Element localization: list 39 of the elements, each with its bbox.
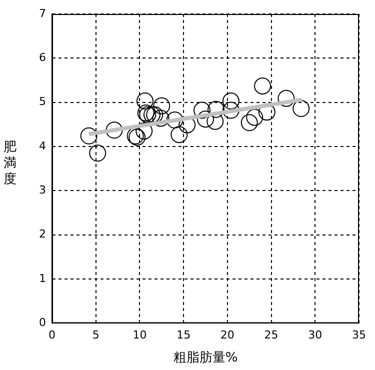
y-tick-label: 2: [39, 228, 46, 241]
point: [106, 122, 123, 139]
y-tick-label: 7: [39, 6, 46, 20]
x-tick-label: 0: [48, 328, 56, 342]
point: [240, 114, 258, 132]
point: [170, 126, 188, 144]
point: [136, 122, 153, 140]
point: [80, 127, 98, 144]
x-tick-label: 25: [264, 328, 278, 342]
point: [208, 100, 225, 118]
x-tick-label: 35: [352, 328, 366, 342]
point: [166, 112, 184, 129]
point: [146, 106, 164, 124]
y-tick-label: 1: [39, 272, 46, 285]
point: [278, 90, 295, 107]
x-tick-label: 5: [92, 328, 100, 342]
x-axis-title: 粗脂肪量%: [173, 350, 238, 366]
y-tick-label: 6: [39, 51, 46, 64]
point: [254, 78, 272, 94]
y-axis-title: 肥満度: [2, 140, 18, 188]
x-tick-label: 15: [176, 328, 191, 342]
point: [246, 108, 264, 126]
point: [197, 110, 214, 128]
x-tick-label: 30: [308, 328, 322, 342]
point: [89, 144, 106, 162]
y-tick-label: 4: [39, 139, 46, 152]
point: [193, 102, 210, 119]
point: [136, 92, 154, 110]
point: [292, 100, 310, 118]
x-tick-label: 20: [220, 328, 234, 342]
point: [143, 106, 160, 124]
y-tick-label: 5: [39, 95, 46, 108]
x-tick-label: 10: [132, 328, 147, 342]
point: [222, 102, 240, 119]
y-tick-label: 0: [39, 316, 46, 330]
y-tick-label: 3: [39, 184, 46, 197]
point: [222, 92, 240, 110]
point: [152, 110, 170, 127]
point: [153, 97, 170, 114]
